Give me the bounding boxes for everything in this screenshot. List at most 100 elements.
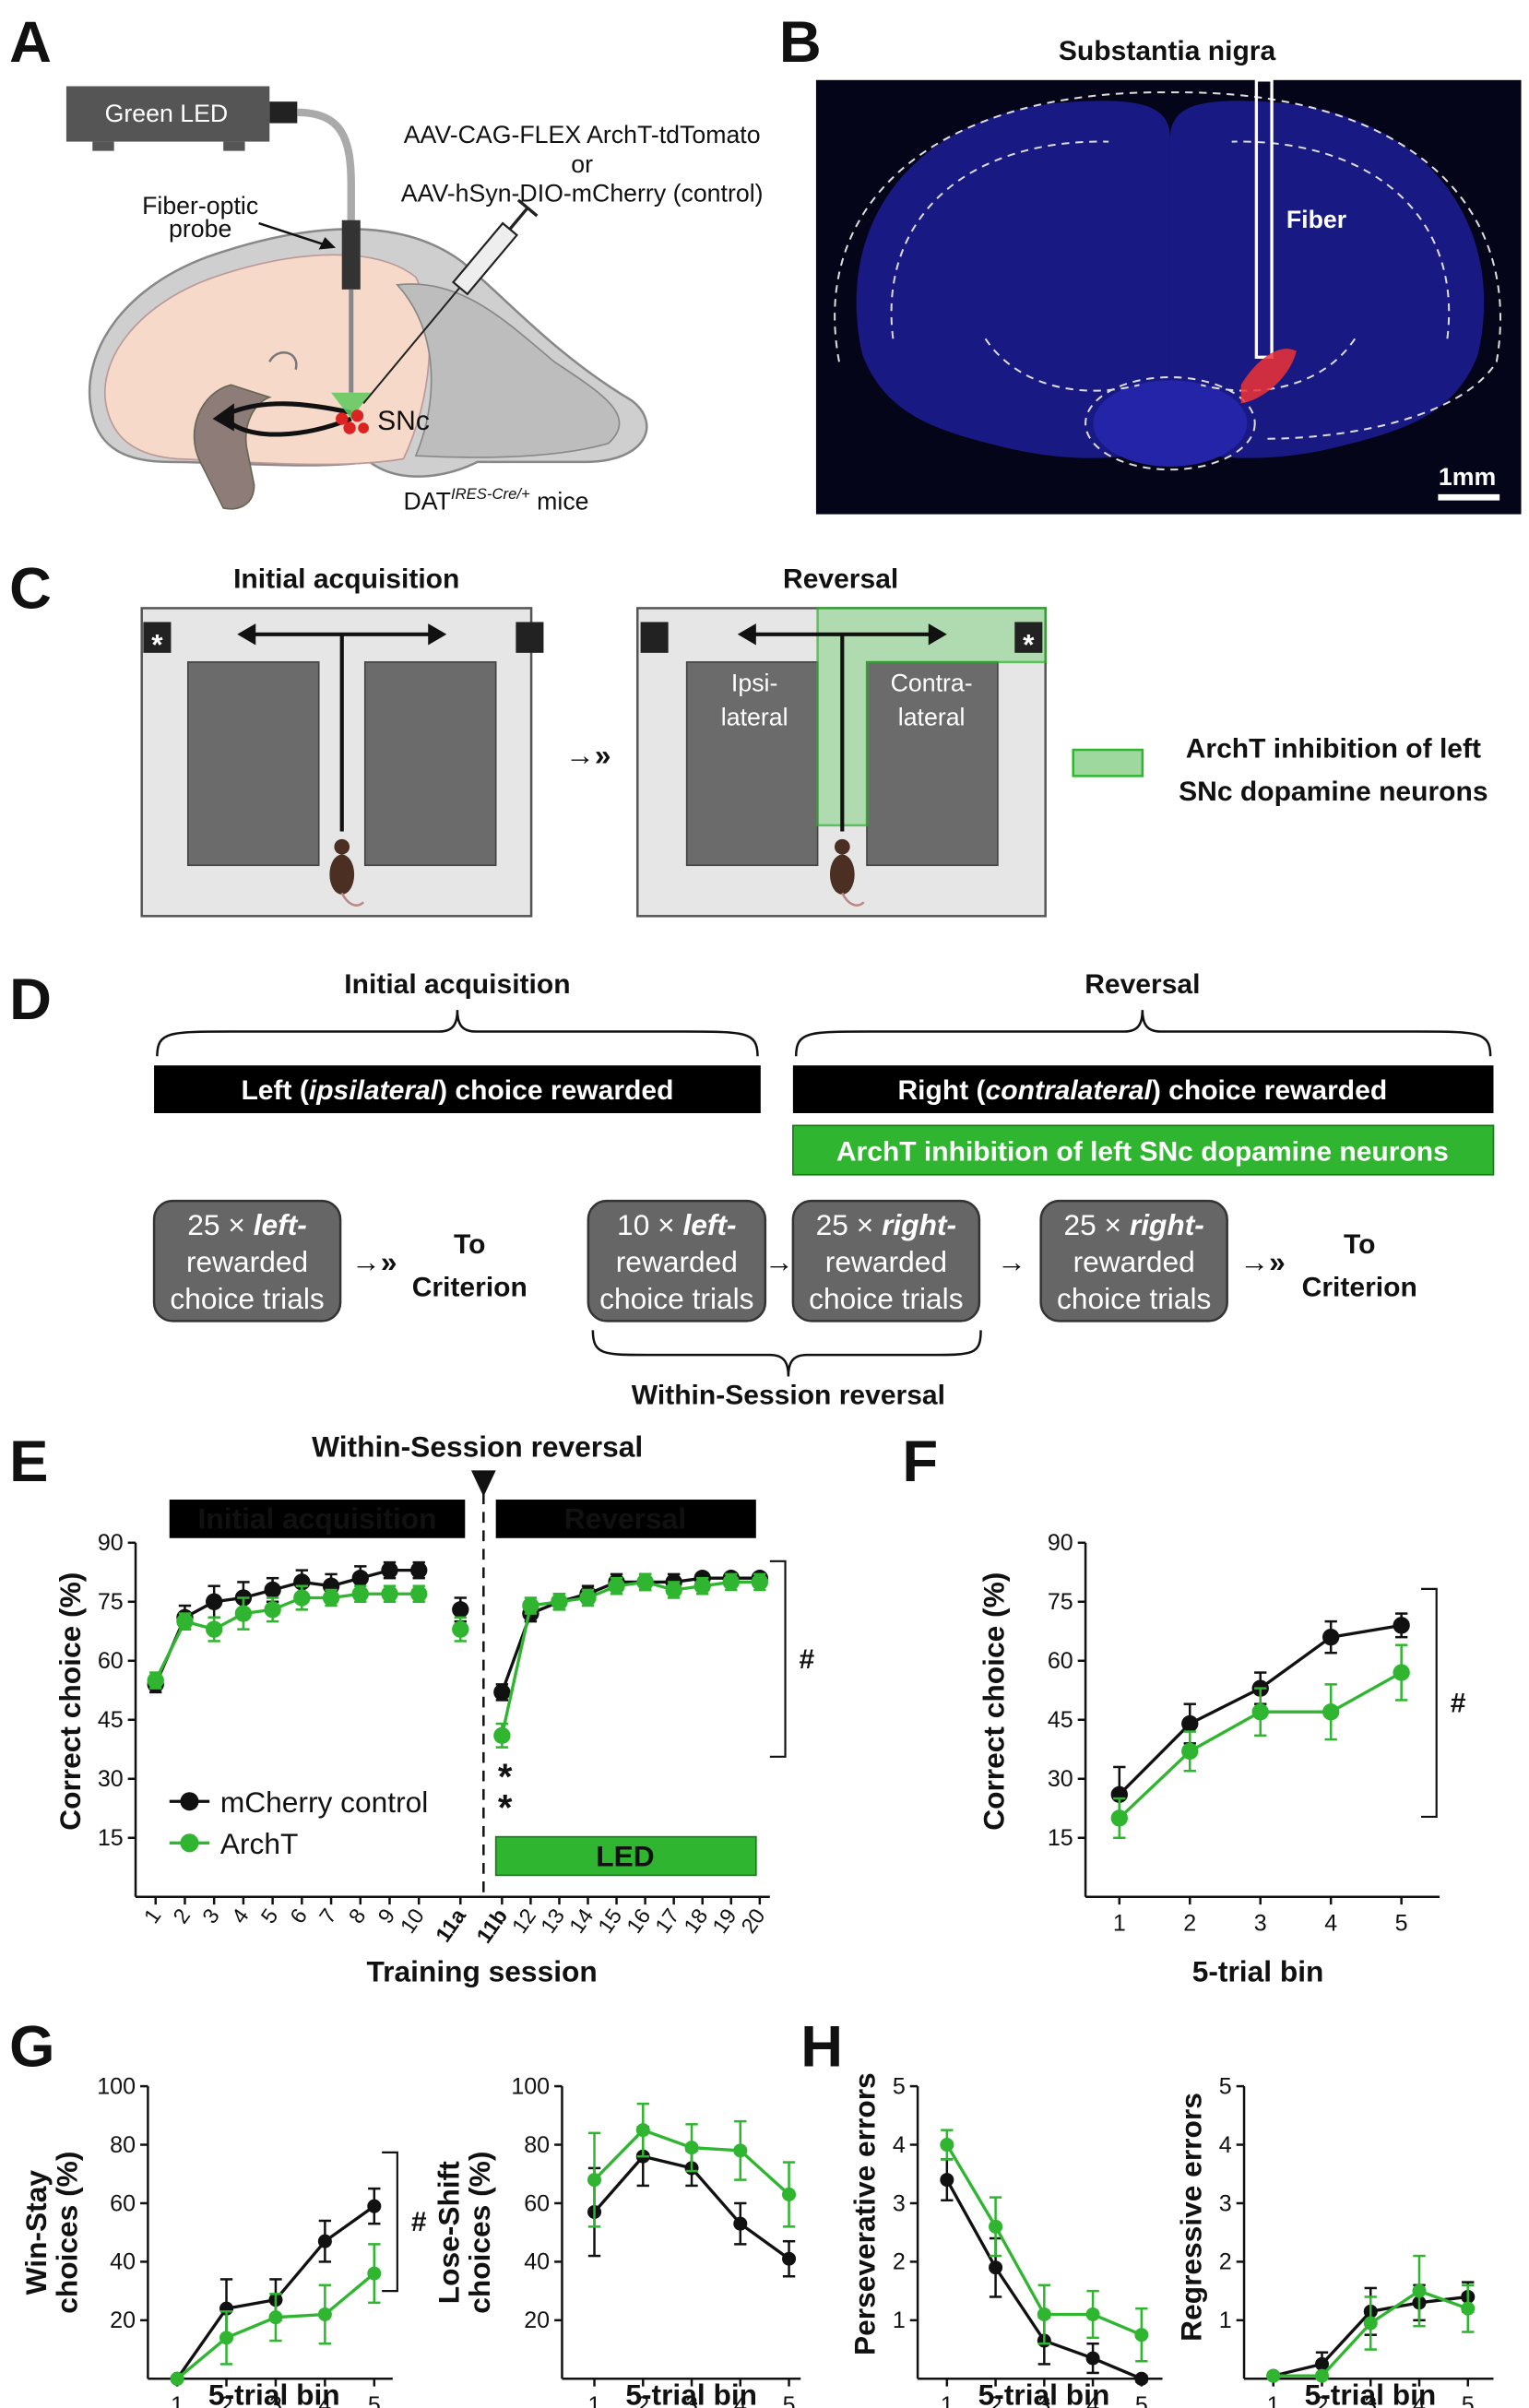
y-axis-label: choices (%) xyxy=(463,2152,496,2314)
phase-bar xyxy=(792,1065,1494,1114)
panel-letter: E xyxy=(9,1429,48,1494)
syringe-plunger xyxy=(516,198,539,218)
data-point xyxy=(268,2310,283,2325)
data-point xyxy=(782,2187,797,2201)
text-part: contralateral xyxy=(986,1075,1153,1106)
y-tick-label: 4 xyxy=(1219,2132,1232,2158)
mouse-body xyxy=(329,854,355,895)
data-point xyxy=(989,2260,1003,2275)
led-connector xyxy=(269,101,298,124)
data-point xyxy=(1412,2283,1427,2298)
x-axis-label: 5-trial bin xyxy=(978,2378,1110,2408)
significance-bracket xyxy=(382,2151,398,2293)
y-axis-label: Correct choice (%) xyxy=(978,1572,1011,1831)
y-axis-label: choices (%) xyxy=(51,2152,84,2314)
legend-label: ArchT inhibition of left xyxy=(1186,733,1481,764)
y-axis-label: Lose-Shift xyxy=(433,2161,466,2304)
mouse-tail xyxy=(841,892,865,907)
text-part: 25 × xyxy=(1063,1208,1129,1241)
y-tick-label: 75 xyxy=(98,1589,124,1615)
data-point xyxy=(1085,2307,1100,2322)
led-bar xyxy=(792,1124,1495,1176)
data-point xyxy=(264,1581,281,1599)
data-point xyxy=(1322,1703,1340,1721)
y-tick-label: 1 xyxy=(893,2307,906,2333)
maze-block xyxy=(186,661,320,867)
x-tick-label: 4 xyxy=(1086,2392,1099,2408)
phase-bar-label: Right (contralateral) choice rewarded xyxy=(897,1075,1387,1106)
y-tick-label: 40 xyxy=(110,2249,136,2275)
y-tick-label: 5 xyxy=(1219,2073,1232,2099)
data-point xyxy=(693,1577,711,1595)
reward-port xyxy=(1014,622,1043,653)
y-tick-label: 90 xyxy=(1048,1530,1073,1556)
x-axis-label: 5-trial bin xyxy=(208,2378,340,2408)
x-tick-label: 4 xyxy=(734,2392,747,2408)
trial-box xyxy=(1039,1199,1228,1323)
data-point xyxy=(1266,2368,1281,2383)
data-point xyxy=(170,2371,184,2386)
syringe xyxy=(451,198,539,296)
brace xyxy=(156,1010,759,1057)
panel-c: Initial acquisition Reversal * →» * Ipsi… xyxy=(140,564,1488,918)
brace xyxy=(591,1330,982,1377)
series-line xyxy=(500,1576,760,1693)
panel-d: Initial acquisition Reversal Left (ipsil… xyxy=(152,969,1495,1411)
data-point xyxy=(1134,2328,1149,2343)
data-point xyxy=(989,2219,1003,2234)
data-point xyxy=(410,1585,428,1603)
data-point xyxy=(579,1589,597,1607)
y-tick-label: 60 xyxy=(110,2190,136,2216)
arrowhead xyxy=(428,623,447,646)
mice-text: DAT xyxy=(404,488,451,516)
mouse xyxy=(829,838,865,907)
pointer-head xyxy=(318,237,337,250)
data-point xyxy=(493,1726,511,1745)
projection xyxy=(222,401,352,419)
y-tick-label: 100 xyxy=(97,2073,136,2099)
y-tick-label: 60 xyxy=(98,1648,124,1674)
x-tick-label: 5 xyxy=(368,2392,381,2408)
phase-bar-label: Initial acquisition xyxy=(198,1502,437,1536)
data-point xyxy=(782,2251,797,2266)
x-tick-label: 1 xyxy=(941,2392,954,2408)
legend-label: ArchT xyxy=(220,1827,299,1860)
y-tick-label: 30 xyxy=(1048,1766,1073,1792)
text-part: Right ( xyxy=(897,1075,985,1106)
trial-box-label: rewarded xyxy=(186,1245,308,1278)
data-point xyxy=(940,2138,954,2153)
y-tick-label: 20 xyxy=(524,2307,550,2333)
y-tick-label: 40 xyxy=(524,2249,550,2275)
data-point xyxy=(940,2173,954,2188)
y-tick-label: 80 xyxy=(524,2132,550,2158)
y-tick-label: 100 xyxy=(511,2073,550,2099)
data-point xyxy=(317,2307,332,2322)
trial-box-label: 25 × left- xyxy=(187,1208,307,1241)
olfactory xyxy=(193,384,272,510)
phase-bar-label: Reversal xyxy=(564,1502,686,1536)
outline xyxy=(984,338,1357,392)
criterion-label: Criterion xyxy=(1302,1273,1417,1303)
neuron xyxy=(336,412,349,425)
data-point xyxy=(147,1671,164,1690)
data-point xyxy=(452,1601,469,1619)
y-axis-label: Perseverative errors xyxy=(847,2072,881,2355)
virus-label: or xyxy=(571,150,593,178)
data-point xyxy=(684,2141,699,2155)
y-tick-label: 3 xyxy=(893,2190,906,2216)
mouse-head xyxy=(334,838,350,855)
brace-label: Within-Session reversal xyxy=(632,1381,945,1411)
mouse-head xyxy=(834,838,850,855)
x-tick-label: 1 xyxy=(171,2392,184,2408)
significance-bracket xyxy=(769,1560,787,1758)
trial-box xyxy=(587,1199,767,1323)
fiber-track xyxy=(1254,78,1274,359)
led-foot xyxy=(223,141,245,151)
data-point xyxy=(264,1601,281,1619)
led-box xyxy=(65,86,270,142)
data-point xyxy=(1110,1809,1128,1827)
data-point xyxy=(1251,1703,1269,1721)
virus-label: AAV-CAG-FLEX ArchT-tdTomato xyxy=(404,121,761,148)
